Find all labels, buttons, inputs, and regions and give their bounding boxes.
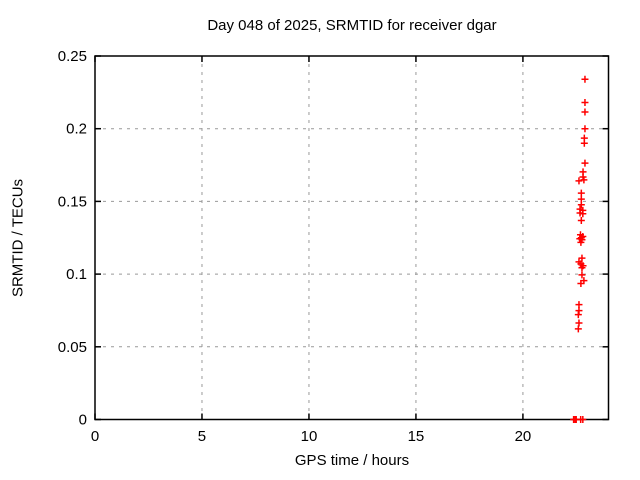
data-point-marker <box>581 159 589 167</box>
x-tick-label: 5 <box>198 428 206 445</box>
data-point-marker <box>578 264 586 272</box>
data-point-marker <box>577 216 585 224</box>
data-point-marker <box>578 271 586 279</box>
data-point-marker <box>577 201 585 209</box>
data-point-marker <box>579 416 587 423</box>
x-tick-label: 0 <box>91 428 99 445</box>
data-point-marker <box>575 301 583 309</box>
y-tick-label: 0 <box>79 412 87 429</box>
y-tick-label: 0.25 <box>58 48 87 65</box>
chart-title: Day 048 of 2025, SRMTID for receiver dga… <box>207 17 497 34</box>
data-point-marker <box>581 75 589 83</box>
data-point-marker <box>580 176 588 184</box>
data-point-marker <box>581 108 589 116</box>
data-point-marker <box>580 139 588 147</box>
data-point-marker <box>575 177 583 185</box>
y-tick-label: 0.15 <box>58 193 87 210</box>
x-tick-label: 10 <box>301 428 318 445</box>
x-tick-label: 20 <box>515 428 532 445</box>
x-axis-label: GPS time / hours <box>294 452 410 469</box>
data-point-marker <box>574 325 582 333</box>
y-tick-label: 0.1 <box>66 266 87 283</box>
plot-border <box>94 55 610 421</box>
data-point-marker <box>575 319 583 327</box>
data-point-marker <box>577 238 585 246</box>
data-point-marker <box>581 99 589 107</box>
y-tick-label: 0.05 <box>58 339 87 356</box>
data-point-marker <box>579 210 587 218</box>
y-tick-label: 0.2 <box>66 121 87 138</box>
data-point-marker <box>577 189 585 197</box>
data-point-marker <box>577 280 585 288</box>
data-point-marker <box>574 311 582 319</box>
data-point-marker <box>581 125 589 133</box>
data-point-marker <box>578 254 586 262</box>
x-tick-label: 15 <box>408 428 425 445</box>
